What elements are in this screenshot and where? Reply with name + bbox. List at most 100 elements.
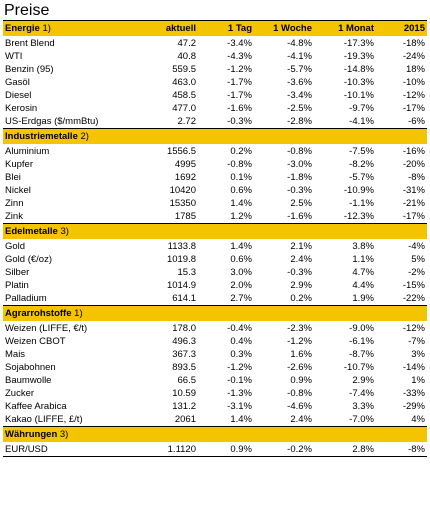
cell-woche: -1.6% xyxy=(254,210,314,224)
table-row: Blei 1692 0.1% -1.8% -5.7% -8% xyxy=(3,171,427,184)
cell-aktuell: 496.3 xyxy=(172,336,196,347)
section-title: Energie 1) xyxy=(3,21,143,36)
cell-tag: 2.0% xyxy=(230,280,252,291)
cell-woche: 2.9% xyxy=(290,280,312,291)
column-header: 1 Monat xyxy=(314,21,376,36)
cell-woche: -3.4% xyxy=(287,90,312,101)
commodity-name: Platin xyxy=(5,280,29,291)
section-header-cell xyxy=(198,426,254,442)
cell-tag: -0.1% xyxy=(227,375,252,386)
cell-jahr: -10% xyxy=(402,77,425,88)
cell-tag: -0.3% xyxy=(198,115,254,129)
cell-monat: -17.3% xyxy=(343,38,374,49)
cell-tag: -1.3% xyxy=(227,388,252,399)
cell-jahr: -17% xyxy=(402,103,425,114)
commodity-name: Zink xyxy=(3,210,143,224)
section-header-cell xyxy=(376,223,427,239)
cell-jahr: -17% xyxy=(376,210,427,224)
section-header-cell xyxy=(143,128,198,144)
cell-aktuell: 1133.8 xyxy=(167,241,196,252)
cell-monat: 1.1% xyxy=(352,254,374,265)
cell-monat: 1.9% xyxy=(314,292,376,306)
section-header-cell xyxy=(314,223,376,239)
section-header-cell xyxy=(143,305,198,321)
cell-monat: 2.9% xyxy=(352,375,374,386)
table-row: Zucker 10.59 -1.3% -0.8% -7.4% -33% xyxy=(3,387,427,400)
cell-aktuell: 15350 xyxy=(169,198,196,209)
section-header-cell xyxy=(314,128,376,144)
cell-woche: 2.4% xyxy=(254,413,314,427)
cell-aktuell: 2061 xyxy=(143,413,198,427)
cell-aktuell: 458.5 xyxy=(172,90,196,101)
section-title: Industriemetalle 2) xyxy=(3,128,143,144)
section-header-cell xyxy=(198,223,254,239)
title-rule xyxy=(3,20,427,21)
section-title: Agrarrohstoffe 1) xyxy=(3,305,143,321)
cell-jahr: 4% xyxy=(376,413,427,427)
cell-monat: -9.7% xyxy=(349,103,374,114)
cell-monat: -19.3% xyxy=(343,51,374,62)
section-title: Währungen 3) xyxy=(3,426,143,442)
cell-jahr: -2% xyxy=(408,267,425,278)
commodity-name: Weizen (LIFFE, €/t) xyxy=(5,323,88,334)
commodity-name: Zucker xyxy=(5,388,35,399)
cell-woche: -1.8% xyxy=(287,172,312,183)
cell-aktuell: 10420 xyxy=(169,185,196,196)
cell-jahr: -16% xyxy=(402,146,425,157)
table-row: Baumwolle 66.5 -0.1% 0.9% 2.9% 1% xyxy=(3,374,427,387)
cell-monat: 4.4% xyxy=(352,280,374,291)
cell-monat: -4.1% xyxy=(314,115,376,129)
table-row: Gold (€/oz) 1019.8 0.6% 2.4% 1.1% 5% xyxy=(3,253,427,266)
cell-woche: -1.2% xyxy=(287,336,312,347)
cell-monat: -10.7% xyxy=(343,362,374,373)
cell-jahr: -6% xyxy=(376,115,427,129)
column-header: aktuell xyxy=(143,21,198,36)
section-footnote: 3) xyxy=(60,226,69,237)
cell-tag: -0.8% xyxy=(227,159,252,170)
cell-tag: 0.6% xyxy=(230,185,252,196)
cell-aktuell: 463.0 xyxy=(172,77,196,88)
cell-woche: -3.0% xyxy=(287,159,312,170)
cell-monat: -5.7% xyxy=(349,172,374,183)
table-row: Platin 1014.9 2.0% 2.9% 4.4% -15% xyxy=(3,279,427,292)
cell-aktuell: 614.1 xyxy=(143,292,198,306)
cell-jahr: -21% xyxy=(402,198,425,209)
cell-woche: -2.6% xyxy=(287,362,312,373)
cell-aktuell: 477.0 xyxy=(172,103,196,114)
cell-jahr: -15% xyxy=(402,280,425,291)
section-header-cell xyxy=(254,305,314,321)
column-header: 1 Tag xyxy=(198,21,254,36)
section-header-cell xyxy=(198,305,254,321)
table-row: US-Erdgas ($/mmBtu) 2.72 -0.3% -2.8% -4.1% -6… xyxy=(3,115,427,129)
cell-tag: -1.6% xyxy=(227,103,252,114)
cell-jahr: 5% xyxy=(411,254,425,265)
price-table: Energie 1) aktuell 1 Tag 1 Woche 1 Monat 2015… xyxy=(3,21,427,457)
commodity-name: Gold (€/oz) xyxy=(5,254,52,265)
table-row: Kaffee Arabica 131.2 -3.1% -4.6% 3.3% -29% xyxy=(3,400,427,413)
cell-woche: -0.3% xyxy=(287,267,312,278)
cell-jahr: 3% xyxy=(411,349,425,360)
commodity-name: Kupfer xyxy=(5,159,33,170)
cell-aktuell: 178.0 xyxy=(172,323,196,334)
cell-aktuell: 47.2 xyxy=(177,38,197,49)
cell-aktuell: 131.2 xyxy=(172,401,196,412)
cell-monat: -10.9% xyxy=(343,185,374,196)
cell-tag: 0.9% xyxy=(198,442,254,457)
cell-jahr: -14% xyxy=(402,362,425,373)
cell-aktuell: 2.72 xyxy=(143,115,198,129)
cell-tag: 1.4% xyxy=(198,413,254,427)
cell-jahr: -8% xyxy=(376,442,427,457)
cell-tag: -4.3% xyxy=(227,51,252,62)
section-header-cell xyxy=(376,305,427,321)
table-row: Weizen CBOT 496.3 0.4% -1.2% -6.1% -7% xyxy=(3,335,427,348)
section-footnote: 3) xyxy=(59,429,69,440)
cell-tag: -3.4% xyxy=(227,38,252,49)
cell-tag: -3.1% xyxy=(227,401,252,412)
cell-tag: 1.2% xyxy=(198,210,254,224)
column-header: 1 Woche xyxy=(254,21,314,36)
page-title: Preise xyxy=(4,2,50,19)
section-title: Edelmetalle 3) xyxy=(3,223,143,239)
section-header: Edelmetalle 3) xyxy=(3,223,427,239)
cell-monat: 4.7% xyxy=(352,267,374,278)
table-row: Silber 15.3 3.0% -0.3% 4.7% -2% xyxy=(3,266,427,279)
